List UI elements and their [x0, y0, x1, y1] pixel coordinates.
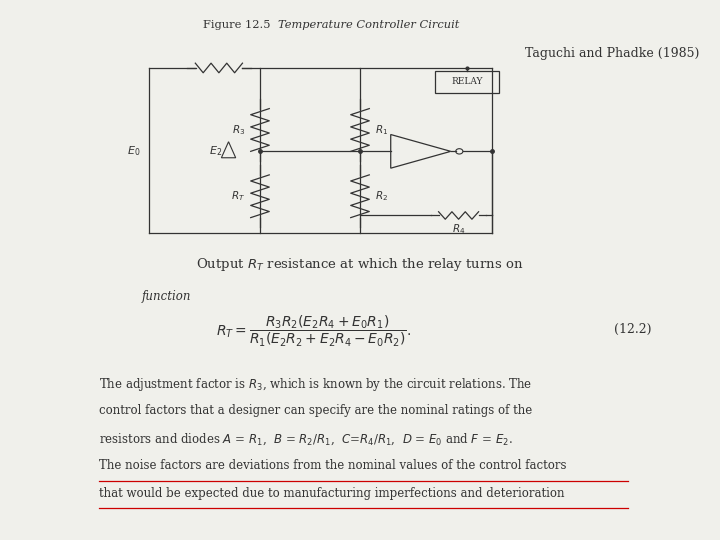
Text: $E_0$: $E_0$ [127, 145, 140, 158]
Text: that would be expected due to manufacturing imperfections and deterioration: that would be expected due to manufactur… [99, 487, 564, 500]
Text: Figure 12.5: Figure 12.5 [203, 21, 278, 30]
Text: The noise factors are deviations from the nominal values of the control factors: The noise factors are deviations from th… [99, 459, 567, 472]
Text: $R_3$: $R_3$ [232, 123, 246, 137]
Text: RELAY: RELAY [451, 77, 483, 86]
Text: $E_2$: $E_2$ [209, 145, 222, 158]
Text: resistors and diodes $A$ = $R_1$,  $B$ = $R_2/R_1$,  $C$=$R_4/R_1$,  $D$ = $E_0$: resistors and diodes $A$ = $R_1$, $B$ = … [99, 431, 513, 447]
Text: function: function [142, 290, 192, 303]
Text: Taguchi and Phadke (1985): Taguchi and Phadke (1985) [525, 46, 699, 59]
Text: control factors that a designer can specify are the nominal ratings of the: control factors that a designer can spec… [99, 403, 533, 417]
Text: The adjustment factor is $R_3$, which is known by the circuit relations. The: The adjustment factor is $R_3$, which is… [99, 376, 533, 393]
Text: $R_T = \dfrac{R_3 R_2 (E_2 R_4 + E_0 R_1)}{R_1(E_2 R_2 + E_2 R_4 - E_0 R_2)}.$: $R_T = \dfrac{R_3 R_2 (E_2 R_4 + E_0 R_1… [216, 314, 411, 349]
Text: (12.2): (12.2) [614, 323, 652, 336]
Text: Temperature Controller Circuit: Temperature Controller Circuit [278, 21, 459, 30]
Bar [435, 71, 499, 92]
Text: $R_T$: $R_T$ [232, 190, 246, 203]
Text: $R_1$: $R_1$ [375, 123, 388, 137]
Text: Output $R_T$ resistance at which the relay turns on: Output $R_T$ resistance at which the rel… [197, 255, 523, 273]
Text: $R_2$: $R_2$ [375, 190, 388, 203]
Text: $R_4$: $R_4$ [452, 222, 465, 237]
